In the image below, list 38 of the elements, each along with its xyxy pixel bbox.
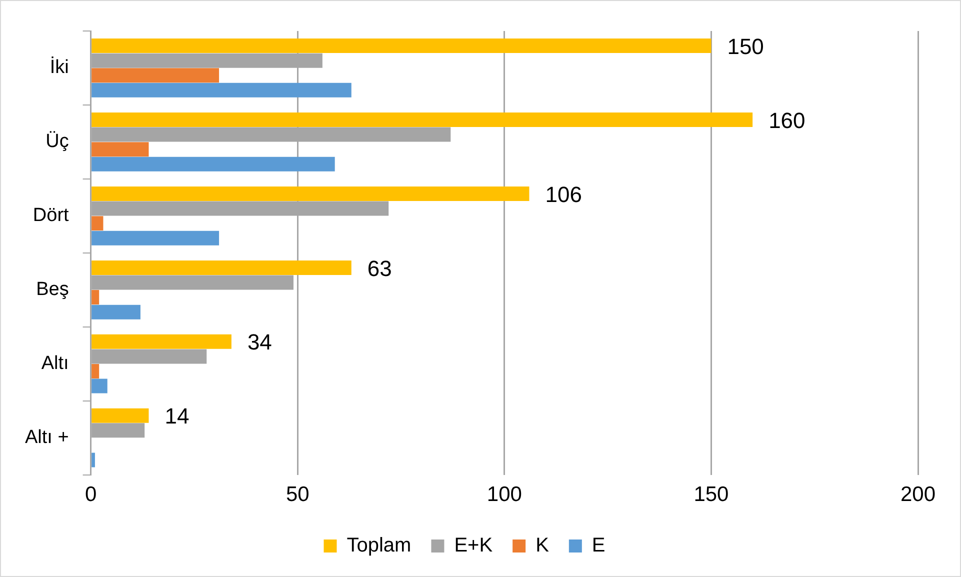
bar	[92, 112, 753, 128]
x-tick-label: 200	[900, 483, 936, 506]
legend-label: E	[592, 534, 606, 557]
bar	[92, 290, 100, 305]
bar	[92, 186, 530, 201]
y-tick-label: Üç	[46, 131, 69, 152]
x-tick-label: 150	[694, 483, 729, 506]
y-tick-label: İki	[50, 56, 69, 78]
data-label: 63	[367, 256, 392, 281]
bar	[92, 142, 149, 157]
y-tick-label: Altı +	[25, 427, 69, 448]
data-label: 150	[727, 34, 764, 59]
data-label: 14	[164, 404, 190, 429]
bar	[92, 38, 712, 54]
y-tick-label: Altı	[41, 353, 69, 374]
y-tick-label: Beş	[36, 279, 69, 300]
legend-label: K	[536, 534, 550, 557]
x-tick-label: 50	[286, 483, 310, 506]
bar	[92, 230, 220, 246]
bar	[92, 452, 95, 468]
bar	[92, 68, 220, 83]
y-tick-label: Dört	[32, 205, 70, 226]
x-tick-label: 0	[84, 483, 97, 506]
legend-label: Toplam	[346, 534, 412, 557]
legend-label: E+K	[454, 534, 494, 557]
data-label: 160	[768, 108, 806, 133]
bar	[92, 156, 335, 172]
bar	[92, 378, 108, 394]
bar	[92, 82, 352, 98]
bar	[92, 408, 149, 423]
bar	[92, 334, 232, 349]
x-tick-label: 100	[486, 483, 522, 506]
data-label: 34	[247, 330, 272, 355]
bar	[92, 364, 100, 378]
bar	[92, 304, 140, 320]
data-label: 106	[545, 182, 582, 207]
bar	[92, 260, 352, 275]
bar	[92, 216, 104, 231]
